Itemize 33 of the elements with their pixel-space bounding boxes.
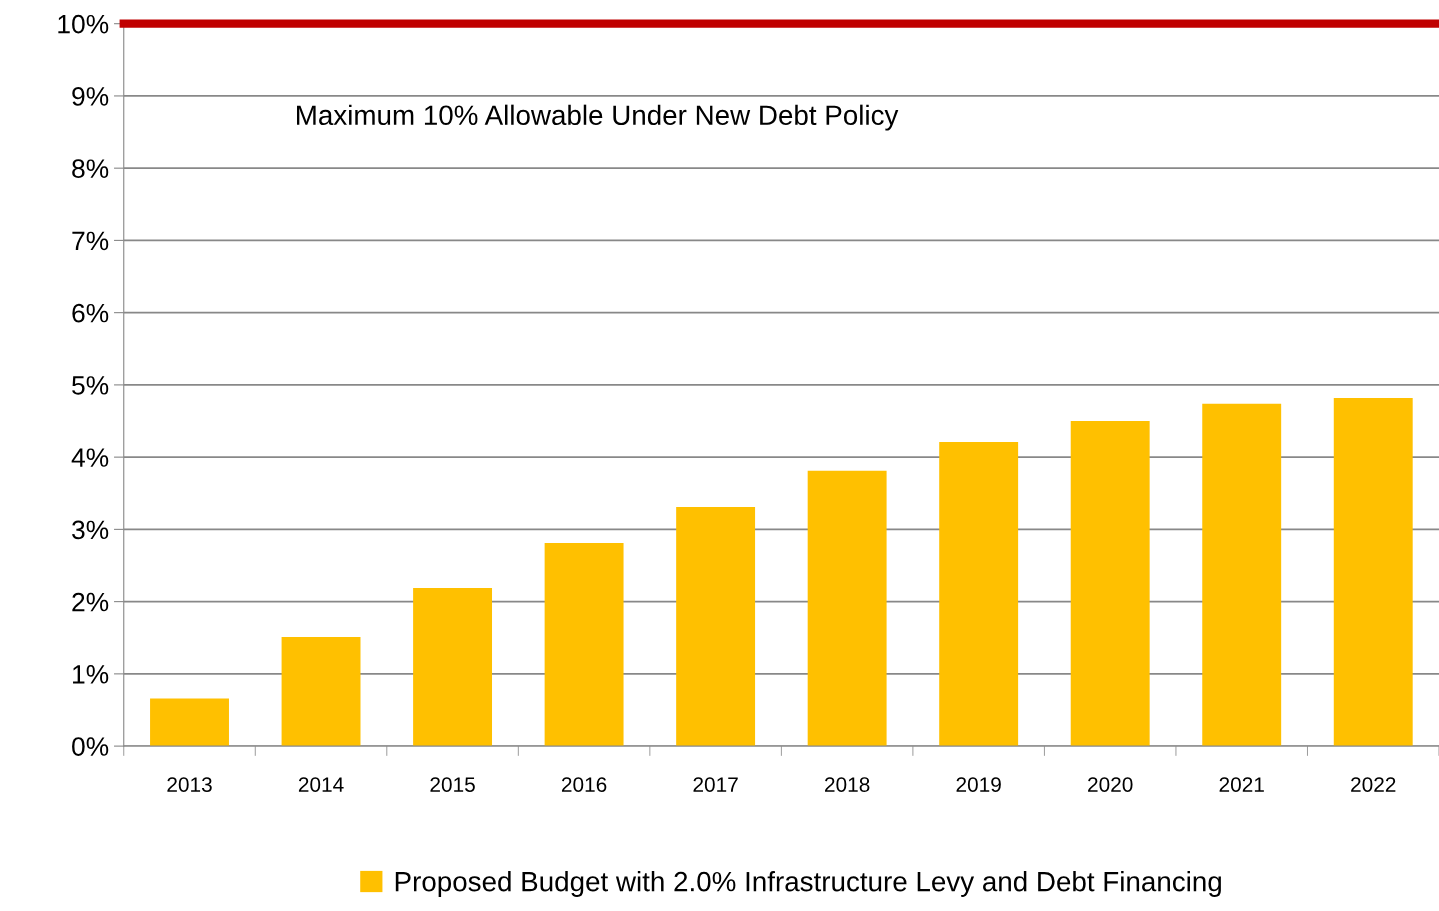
x-tick-label: 2019	[956, 777, 1001, 792]
y-tick-label: 6%	[72, 303, 109, 323]
bar	[1070, 421, 1150, 747]
x-tick-label: 2016	[561, 777, 607, 792]
y-tick-label: 4%	[71, 448, 109, 467]
x-tick-label: 2021	[1219, 777, 1264, 792]
y-tick-label: 3%	[72, 520, 109, 540]
ref-line-label: Maximum 10% Allowable Under New Debt Policy	[297, 104, 899, 131]
bar	[413, 587, 493, 747]
x-tick-label: 2013	[167, 777, 212, 792]
y-tick-label: 5%	[72, 376, 109, 395]
bar	[281, 637, 361, 747]
x-tick-label: 2020	[1088, 777, 1133, 792]
y-tick-label: 7%	[72, 231, 109, 251]
x-tick-label: 2014	[298, 777, 344, 792]
bar	[150, 698, 229, 747]
x-tick-label: 2018	[825, 777, 870, 792]
bar	[1202, 403, 1282, 747]
y-tick-label: 8%	[72, 159, 109, 178]
legend-label: Proposed Budget with 2.0% Infrastructure Levy and Debt Financing	[395, 871, 1221, 897]
y-tick-label: 2%	[72, 592, 109, 612]
bar	[544, 543, 624, 747]
x-tick-label: 2017	[693, 777, 738, 792]
y-tick-label: 0%	[72, 737, 109, 756]
y-tick-label: 1%	[73, 665, 109, 684]
x-tick-label: 2015	[430, 777, 475, 792]
bar	[807, 470, 887, 747]
x-tick-label: 2022	[1351, 777, 1396, 792]
bar	[676, 506, 756, 747]
bar	[1333, 397, 1413, 747]
y-tick-label: 9%	[72, 87, 109, 106]
y-tick-label: 10%	[58, 14, 109, 34]
bar	[939, 441, 1019, 747]
